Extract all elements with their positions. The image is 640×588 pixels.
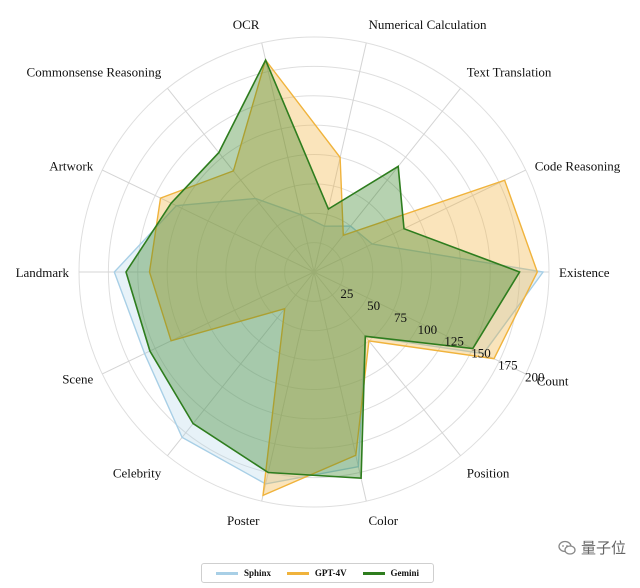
radial-tick-label: 75 bbox=[394, 310, 407, 325]
category-label: Commonsense Reasoning bbox=[27, 64, 162, 79]
legend-item-gpt4v[interactable]: GPT-4V bbox=[286, 568, 347, 578]
legend-item-sphinx[interactable]: Sphinx bbox=[215, 568, 271, 578]
category-label: Numerical Calculation bbox=[369, 17, 488, 32]
radar-grid bbox=[78, 36, 550, 508]
radial-tick-label: 150 bbox=[471, 346, 491, 361]
category-label: OCR bbox=[233, 17, 260, 32]
radial-tick-labels: 25 50 75 100 125 150 175 200 bbox=[340, 286, 544, 385]
grid-spoke bbox=[261, 271, 315, 502]
legend-label-sphinx: Sphinx bbox=[243, 568, 271, 578]
grid-spoke bbox=[102, 271, 315, 375]
legend-swatch-gemini bbox=[362, 571, 385, 575]
category-label: Text Translation bbox=[467, 64, 552, 79]
grid-spoke bbox=[261, 42, 315, 273]
legend-label-gpt4v: GPT-4V bbox=[314, 568, 347, 578]
legend: Sphinx GPT-4V Gemini bbox=[201, 563, 434, 583]
grid-spoke bbox=[102, 169, 315, 273]
category-label: Celebrity bbox=[113, 466, 162, 481]
category-label: Poster bbox=[227, 513, 260, 528]
watermark-text: 量子位 bbox=[580, 539, 626, 557]
radial-tick-label: 100 bbox=[418, 322, 438, 337]
chat-bubble-icon bbox=[558, 540, 576, 555]
watermark: 量子位 bbox=[558, 537, 626, 558]
grid-spoke bbox=[313, 271, 526, 375]
grid-spoke bbox=[167, 271, 315, 457]
category-label: Count bbox=[537, 373, 569, 388]
legend-item-gemini[interactable]: Gemini bbox=[362, 568, 420, 578]
radial-tick-label: 50 bbox=[367, 298, 380, 313]
category-label: Artwork bbox=[49, 159, 94, 174]
grid-spoke bbox=[167, 87, 315, 273]
category-label: Position bbox=[467, 466, 510, 481]
legend-label-gemini: Gemini bbox=[390, 568, 420, 578]
category-label: Existence bbox=[559, 265, 610, 280]
radial-tick-label: 125 bbox=[444, 334, 464, 349]
category-label: Landmark bbox=[16, 265, 70, 280]
category-label: Code Reasoning bbox=[535, 159, 621, 174]
radial-tick-label: 175 bbox=[498, 358, 518, 373]
legend-swatch-sphinx bbox=[215, 571, 238, 575]
category-label: Scene bbox=[62, 371, 93, 386]
series-polygon-gemini[interactable] bbox=[125, 58, 521, 480]
category-labels: Existence Count Position Color Poster Celebri… bbox=[16, 17, 621, 528]
series-polygon-sphinx[interactable] bbox=[113, 197, 545, 485]
radial-tick-label: 200 bbox=[525, 370, 545, 385]
grid-spoke bbox=[313, 271, 367, 502]
grid-spoke bbox=[313, 87, 461, 273]
grid-spoke bbox=[313, 169, 526, 273]
category-label: Color bbox=[369, 513, 399, 528]
radar-series-layer bbox=[113, 58, 545, 497]
legend-swatch-gpt4v bbox=[286, 571, 309, 575]
grid-spoke bbox=[313, 271, 461, 457]
radial-tick-label: 25 bbox=[340, 286, 353, 301]
